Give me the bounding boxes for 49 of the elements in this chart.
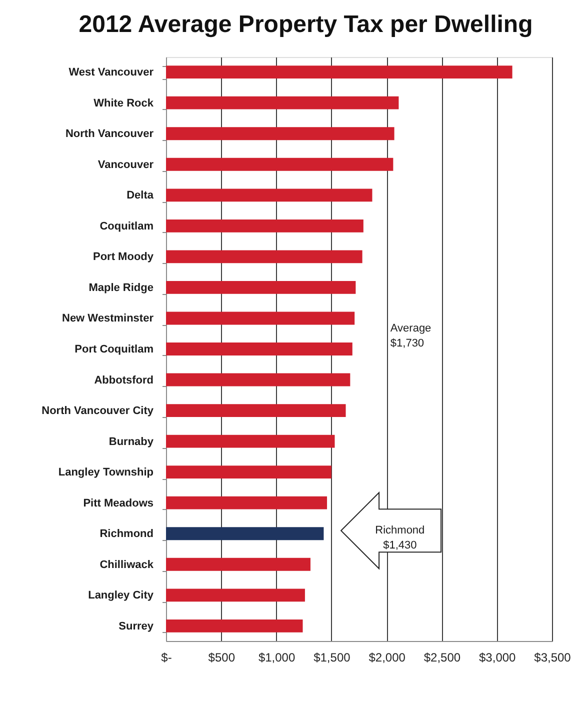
bar [166,527,324,540]
bar [166,342,352,356]
bar [166,619,303,632]
y-tick-label: North Vancouver City [42,405,154,418]
bar [166,373,350,386]
y-tick-label: Burnaby [108,436,154,448]
bar [166,588,305,602]
bar [166,558,310,571]
bar [166,188,372,202]
y-tick-label: Langley City [88,590,154,602]
y-tick-label: West Vancouver [68,66,154,79]
y-tick-label: North Vancouver [65,128,154,140]
y-tick-label: Chilliwack [100,558,154,571]
annotation: Richmond $1,430 [375,524,425,552]
y-tick-label: Vancouver [98,158,154,171]
y-tick-label: Coquitlam [100,220,154,232]
chart-title: 2012 Average Property Tax per Dwelling [78,11,533,38]
y-tick-label: Port Coquitlam [74,344,154,356]
x-tick-label: $3,500 [534,650,572,664]
annotation: Average $1,730 [390,322,432,350]
x-tick-label: $500 [208,650,236,664]
bar [166,66,512,79]
y-tick-label: Maple Ridge [88,282,154,294]
y-tick-label: Delta [126,190,154,202]
bar [166,434,335,448]
x-tick-label: $1,000 [258,650,296,664]
x-tick-label: $2,500 [424,650,461,664]
bar [166,96,399,110]
y-tick-label: Richmond [100,528,154,540]
y-tick-label: White Rock [94,97,154,110]
bar [166,250,362,264]
x-tick-label: $3,000 [479,650,516,664]
bar [166,496,328,510]
bar [166,127,394,140]
y-tick-label: Port Moody [93,251,154,264]
y-tick-label: New Westminster [62,312,154,325]
bar [166,158,394,171]
x-tick-label: $2,000 [368,650,406,664]
bar [166,312,355,325]
y-tick-label: Langley Township [58,466,154,479]
y-tick-label: Pitt Meadows [83,497,154,510]
x-tick-label: $- [161,650,172,664]
bar [166,219,364,232]
x-tick-label: $1,500 [314,650,351,664]
y-tick-label: Abbotsford [94,374,154,386]
y-tick-label: Surrey [118,620,154,632]
bar [166,466,332,479]
bar [166,404,346,417]
bar [166,281,356,294]
